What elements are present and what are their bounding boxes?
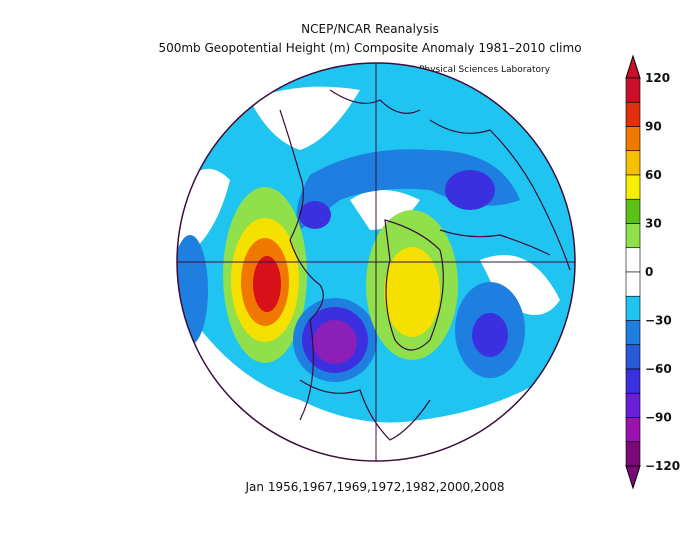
map-field	[177, 63, 575, 461]
colorbar-segment	[625, 417, 641, 443]
colorbar-segment	[625, 320, 641, 346]
colorbar-segment	[625, 295, 641, 321]
negative-na-90	[313, 320, 357, 364]
colorbar-label: −90	[645, 411, 672, 425]
negative-center-alaska	[299, 201, 331, 229]
chart-title: NCEP/NCAR Reanalysis	[301, 22, 439, 36]
neutral-center	[350, 190, 420, 230]
colorbar-label: 90	[645, 120, 662, 134]
positive-west-120	[253, 256, 281, 312]
composite-dates: Jan 1956,1967,1969,1972,1982,2000,2008	[245, 480, 505, 494]
colorbar-segment	[625, 198, 641, 224]
negative-band-north	[296, 149, 520, 230]
colorbar-label: 120	[645, 71, 670, 85]
colorbar-segment	[625, 271, 641, 297]
colorbar-label: −60	[645, 362, 672, 376]
colorbar-label: −120	[645, 459, 680, 473]
colorbar-segment	[625, 126, 641, 152]
colorbar-segment	[625, 101, 641, 127]
colorbar-label: 60	[645, 168, 662, 182]
colorbar-label: 0	[645, 265, 653, 279]
map-boundary	[176, 62, 576, 462]
colorbar-segment	[625, 247, 641, 273]
colorbar-segment	[625, 223, 641, 249]
colorbar-min-arrow	[625, 465, 641, 490]
colorbar-segment	[625, 77, 641, 103]
negative-core-atlantic	[472, 313, 508, 357]
colorbar-segment	[625, 392, 641, 418]
colorbar-max-arrow	[625, 54, 641, 79]
colorbar-segment	[625, 441, 641, 467]
coastlines	[279, 89, 571, 441]
colorbar-segment	[625, 344, 641, 370]
colorbar-segment	[625, 174, 641, 200]
neutral-south	[177, 300, 575, 461]
positive-greenland-60	[384, 247, 440, 337]
credit-label: NOAA Physical Sciences Laboratory	[390, 65, 551, 75]
colorbar-segment	[625, 368, 641, 394]
colorbar-label: 30	[645, 217, 662, 231]
colorbar-segment	[625, 150, 641, 176]
neutral-north	[250, 86, 360, 150]
colorbar-label: −30	[645, 314, 672, 328]
chart-subtitle: 500mb Geopotential Height (m) Composite …	[158, 41, 582, 55]
negative-center-asia	[445, 170, 495, 210]
